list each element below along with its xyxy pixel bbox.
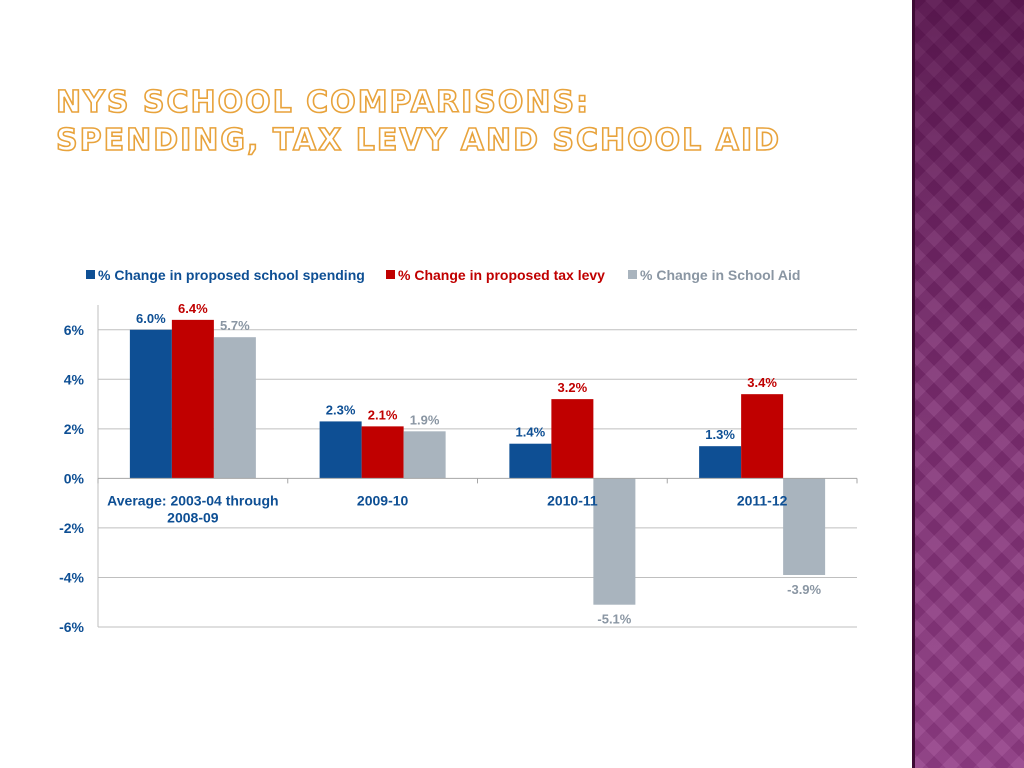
data-label: -5.1%: [597, 612, 631, 627]
data-label: 2.1%: [368, 407, 398, 422]
category-label: 2010-11: [547, 492, 598, 508]
data-label: 1.3%: [705, 427, 735, 442]
bar: [171, 319, 214, 479]
bar: [783, 478, 826, 575]
data-label: 6.0%: [136, 311, 166, 326]
bar: [319, 421, 362, 479]
bar: [129, 329, 172, 479]
y-tick-label: 4%: [64, 371, 85, 387]
data-label: 3.2%: [558, 380, 588, 395]
category-label: Average: 2003-04 through: [107, 492, 278, 508]
legend-swatch: [628, 270, 637, 279]
category-label: 2009-10: [357, 492, 409, 508]
legend-swatch: [386, 270, 395, 279]
bar: [213, 337, 256, 479]
bar-chart: -6% -4% -2% 0% 2% 4% 6% 6.0% 2.3% 1.4% 1.3% 6.4% 2.1…: [59, 267, 858, 635]
slide-title-line-2: Spending, Tax Levy and School Aid: [55, 122, 782, 159]
y-tick-label: 0%: [64, 470, 85, 486]
legend-label: % Change in proposed school spending: [98, 267, 365, 283]
slide-title-line-1: NYS School Comparisons:: [55, 84, 591, 121]
y-tick-label: -6%: [59, 619, 84, 635]
y-tick-label: 6%: [64, 322, 85, 338]
bar: [593, 478, 636, 605]
data-label: 6.4%: [178, 301, 208, 316]
bar: [509, 443, 552, 479]
y-tick-label: -2%: [59, 520, 84, 536]
legend-label: % Change in proposed tax levy: [398, 267, 605, 283]
data-label: 3.4%: [747, 375, 777, 390]
bar: [699, 446, 742, 479]
bar: [403, 431, 446, 479]
category-label: 2011-12: [737, 492, 788, 508]
slide-title: NYS School Comparisons: Spending, Tax Le…: [55, 84, 782, 160]
y-tick-label: 2%: [64, 421, 85, 437]
y-tick-label: -4%: [59, 569, 84, 585]
legend-swatch: [86, 270, 95, 279]
bar: [741, 394, 784, 479]
category-label: 2008-09: [167, 509, 219, 525]
bar: [551, 399, 594, 479]
data-label: 2.3%: [326, 402, 356, 417]
legend-label: % Change in School Aid: [640, 267, 801, 283]
decorative-side-band: [912, 0, 1024, 768]
data-label: 5.7%: [220, 318, 250, 333]
data-label: -3.9%: [787, 582, 821, 597]
bar: [361, 426, 404, 479]
data-label: 1.4%: [516, 425, 546, 440]
data-label: 1.9%: [410, 412, 440, 427]
